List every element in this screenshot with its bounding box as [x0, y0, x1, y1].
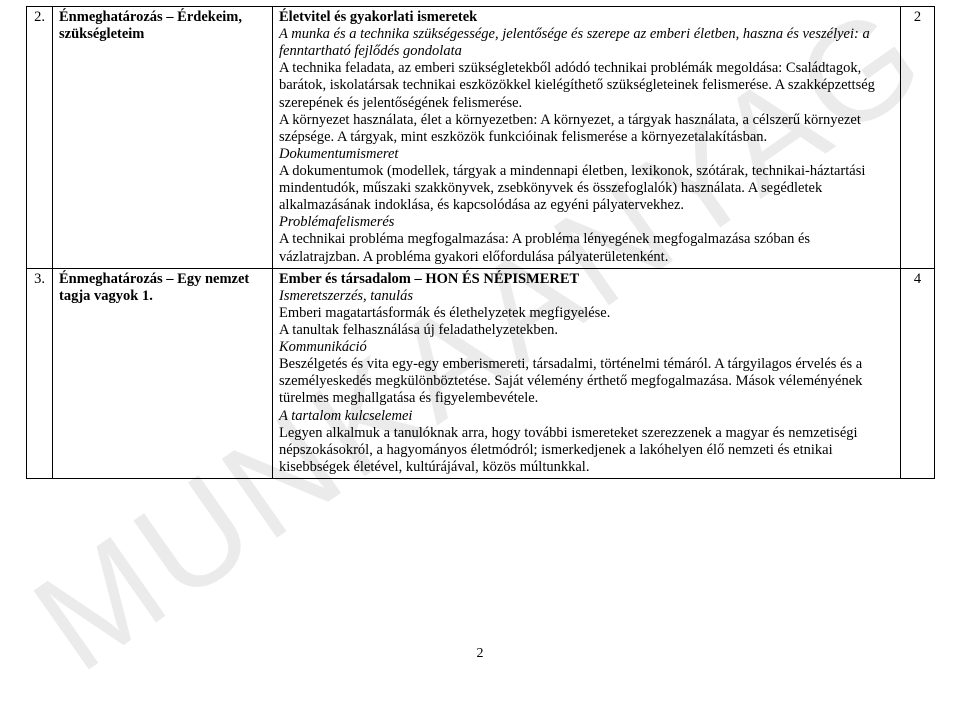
body-heading: Ember és társadalom – HON ÉS NÉPISMERET	[279, 271, 579, 287]
body-subheading: Ismeretszerzés, tanulás	[279, 288, 413, 304]
page: MUNKAANYAG 2. Énmeghatározás – Érdekeim,…	[0, 6, 960, 668]
row-body: Ember és társadalom – HON ÉS NÉPISMERET …	[273, 268, 901, 478]
body-text: A dokumentumok (modellek, tárgyak a mind…	[279, 163, 865, 213]
body-text: Beszélgetés és vita egy-egy emberismeret…	[279, 356, 862, 406]
body-text: A munka és a technika szükségessége, jel…	[279, 26, 870, 59]
body-text: A tanultak felhasználása új feladathelyz…	[279, 322, 558, 338]
body-text: A technika feladata, az emberi szükségle…	[279, 60, 875, 110]
body-subheading: Problémafelismerés	[279, 214, 394, 230]
row-number: 3.	[27, 268, 53, 478]
row-body: Életvitel és gyakorlati ismeretek A munk…	[273, 7, 901, 269]
body-text: Emberi magatartásformák és élethelyzetek…	[279, 305, 610, 321]
table-row: 2. Énmeghatározás – Érdekeim, szükséglet…	[27, 7, 935, 269]
row-number: 2.	[27, 7, 53, 269]
body-subheading: Dokumentumismeret	[279, 146, 398, 162]
content-table: 2. Énmeghatározás – Érdekeim, szükséglet…	[26, 6, 935, 479]
row-topic: Énmeghatározás – Egy nemzet tagja vagyok…	[53, 268, 273, 478]
row-hours: 2	[901, 7, 935, 269]
body-text: A technikai probléma megfogalmazása: A p…	[279, 231, 810, 264]
body-text: Legyen alkalmuk a tanulóknak arra, hogy …	[279, 425, 858, 475]
body-heading: Életvitel és gyakorlati ismeretek	[279, 9, 477, 25]
body-text: A környezet használata, élet a környezet…	[279, 112, 861, 145]
row-hours: 4	[901, 268, 935, 478]
body-subheading: Kommunikáció	[279, 339, 367, 355]
body-subheading: A tartalom kulcselemei	[279, 408, 412, 424]
table-row: 3. Énmeghatározás – Egy nemzet tagja vag…	[27, 268, 935, 478]
row-topic: Énmeghatározás – Érdekeim, szükségleteim	[53, 7, 273, 269]
page-number: 2	[0, 646, 960, 662]
